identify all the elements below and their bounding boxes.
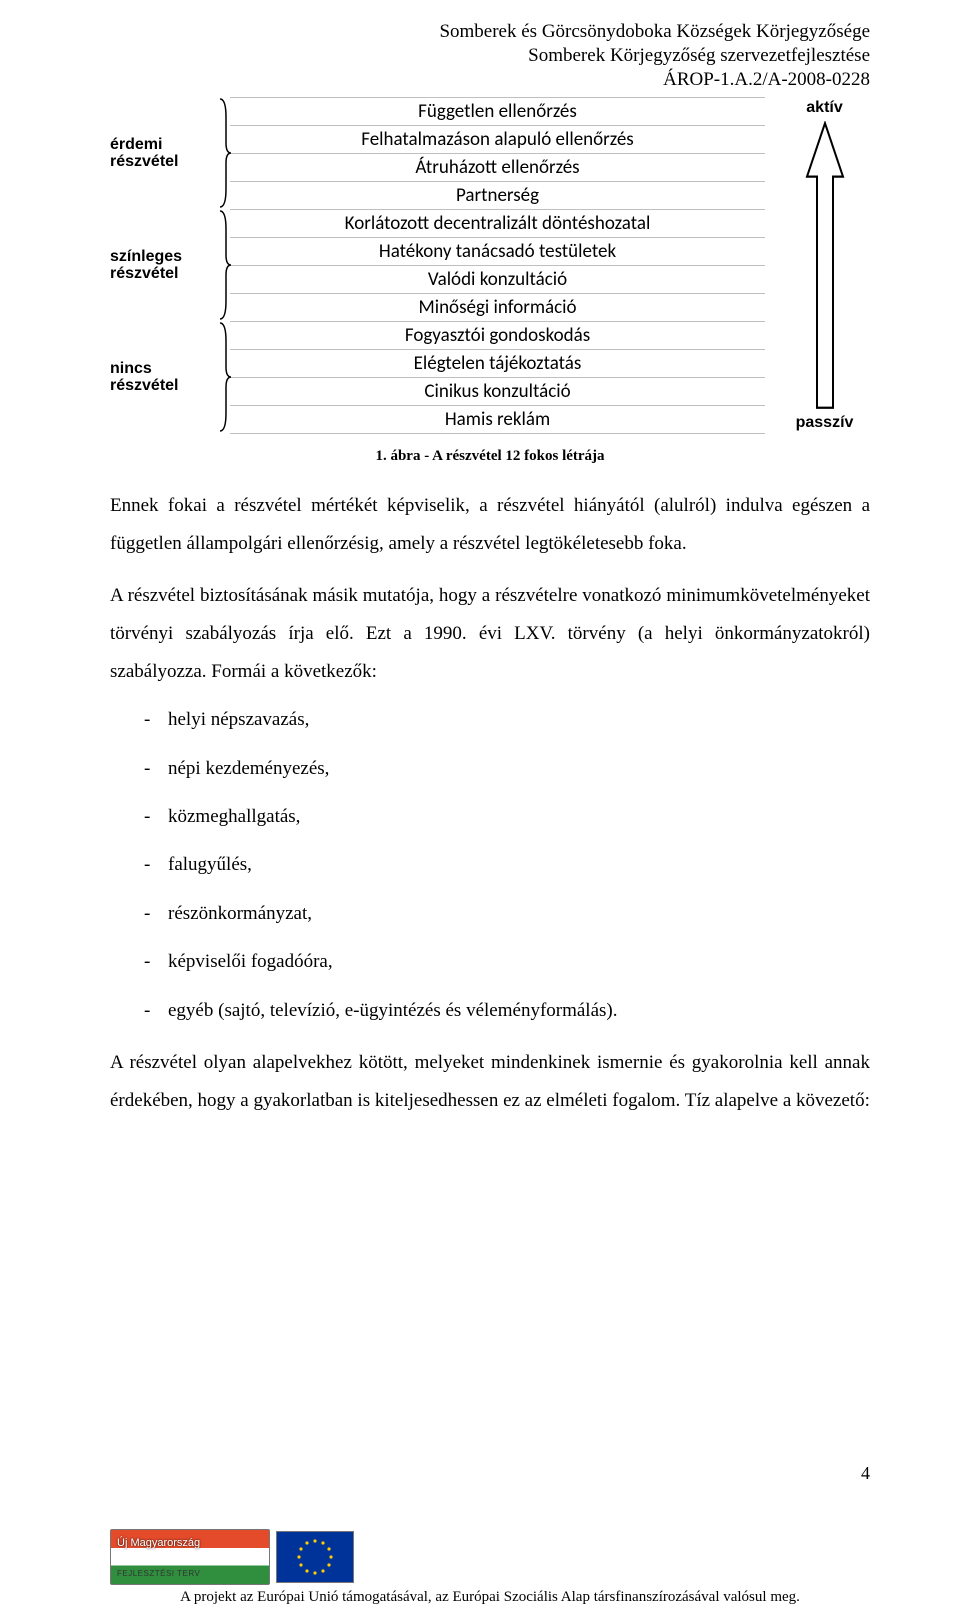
ladder-row-0: Független ellenőrzés: [230, 98, 765, 126]
arrow-label-bottom: passzív: [796, 414, 854, 432]
header-line-1: Somberek és Görcsönydoboka Községek Körj…: [110, 20, 870, 44]
page-footer: Új Magyarország FEJLESZTÉSI TERV: [0, 1519, 960, 1624]
left-label-0-1: részvétel: [110, 153, 179, 170]
ladder-row-6: Valódi konzultáció: [230, 266, 765, 294]
ladder-row-1: Felhatalmazáson alapuló ellenőrzés: [230, 126, 765, 154]
ladder-row-2: Átruházott ellenőrzés: [230, 154, 765, 182]
ladder-row-9: Elégtelen tájékoztatás: [230, 350, 765, 378]
paragraph-1: Ennek fokai a részvétel mértékét képvise…: [110, 487, 870, 563]
list-item: képviselői fogadóóra,: [110, 947, 870, 977]
header-line-3: ÁROP-1.A.2/A-2008-0228: [110, 68, 870, 92]
ladder-row-11: Hamis reklám: [230, 406, 765, 434]
arrow-label-top: aktív: [806, 99, 842, 117]
left-group-szinleges: színleges részvétel: [110, 209, 230, 321]
diagram-left-labels: érdemi részvétel színleges részvétel n: [110, 97, 230, 434]
participation-ladder-diagram: érdemi részvétel színleges részvétel n: [110, 97, 870, 434]
brace-icon: [214, 321, 232, 433]
left-label-0-0: érdemi: [110, 136, 162, 153]
left-label-1-0: színleges: [110, 248, 182, 265]
list-item: falugyűlés,: [110, 850, 870, 880]
page: Somberek és Görcsönydoboka Községek Körj…: [0, 0, 960, 1624]
brace-icon: [214, 97, 232, 209]
ladder-row-5: Hatékony tanácsadó testületek: [230, 238, 765, 266]
eu-stars-icon: [294, 1536, 336, 1578]
list-item: helyi népszavazás,: [110, 705, 870, 735]
paragraph-2: A részvétel biztosításának másik mutatój…: [110, 577, 870, 691]
forms-list: helyi népszavazás, népi kezdeményezés, k…: [110, 705, 870, 1026]
document-header: Somberek és Görcsönydoboka Községek Körj…: [110, 20, 870, 91]
up-arrow-icon: [805, 121, 845, 410]
footer-text: A projekt az Európai Unió támogatásával,…: [110, 1589, 870, 1606]
figure-caption: 1. ábra - A részvétel 12 fokos létrája: [110, 448, 870, 465]
umft-logo: Új Magyarország FEJLESZTÉSI TERV: [110, 1529, 270, 1585]
left-group-erdemi: érdemi részvétel: [110, 97, 230, 209]
ladder-table: Független ellenőrzés Felhatalmazáson ala…: [230, 97, 765, 434]
body-text: Ennek fokai a részvétel mértékét képvise…: [110, 487, 870, 1120]
list-item: közmeghallgatás,: [110, 802, 870, 832]
page-number: 4: [861, 1463, 870, 1484]
ladder-row-3: Partnerség: [230, 182, 765, 210]
left-group-nincs: nincs részvétel: [110, 321, 230, 433]
footer-logos: Új Magyarország FEJLESZTÉSI TERV: [110, 1529, 354, 1585]
list-item: részönkormányzat,: [110, 899, 870, 929]
list-item: népi kezdeményezés,: [110, 754, 870, 784]
diagram-right-arrow-col: aktív passzív: [765, 97, 870, 434]
ladder-row-8: Fogyasztói gondoskodás: [230, 322, 765, 350]
ladder-row-10: Cinikus konzultáció: [230, 378, 765, 406]
left-label-2-1: részvétel: [110, 377, 179, 394]
umft-title: Új Magyarország: [117, 1537, 200, 1549]
list-item: egyéb (sajtó, televízió, e-ügyintézés és…: [110, 996, 870, 1026]
header-line-2: Somberek Körjegyzőség szervezetfejleszté…: [110, 44, 870, 68]
paragraph-3: A részvétel olyan alapelvekhez kötött, m…: [110, 1044, 870, 1120]
left-label-1-1: részvétel: [110, 265, 179, 282]
brace-icon: [214, 209, 232, 321]
ladder-row-4: Korlátozott decentralizált döntéshozatal: [230, 210, 765, 238]
eu-flag-icon: [276, 1531, 354, 1583]
ladder-row-7: Minőségi információ: [230, 294, 765, 322]
left-label-2-0: nincs: [110, 360, 152, 377]
umft-subtitle: FEJLESZTÉSI TERV: [117, 1569, 200, 1578]
